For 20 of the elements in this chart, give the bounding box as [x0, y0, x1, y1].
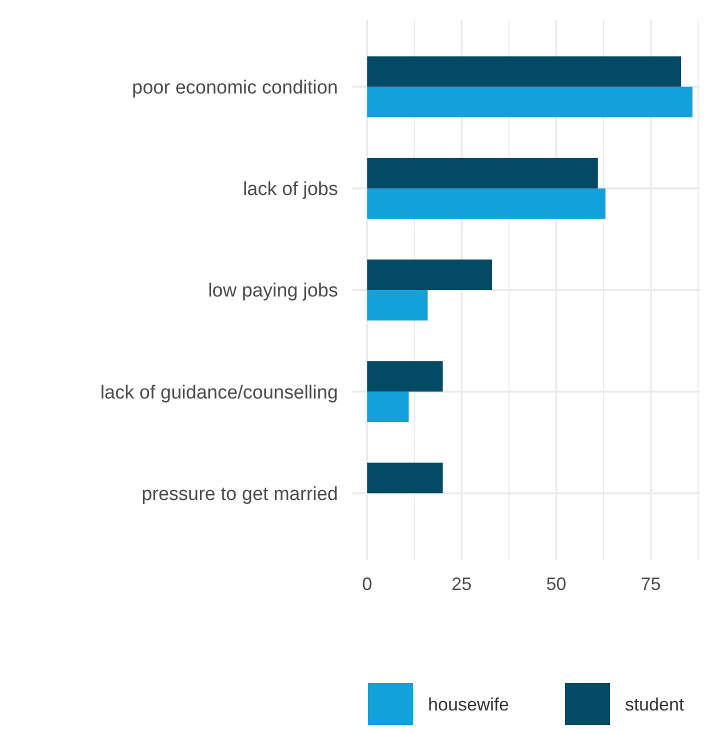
bar — [367, 56, 682, 87]
x-tick-label: 50 — [546, 574, 566, 594]
bar — [367, 188, 606, 219]
y-tick-label: lack of jobs — [242, 179, 338, 200]
legend-label: student — [625, 694, 684, 714]
y-tick-label: low paying jobs — [208, 280, 338, 302]
bar — [367, 290, 428, 320]
bar — [367, 392, 409, 422]
x-tick-label: 0 — [362, 574, 372, 594]
bar — [367, 361, 443, 392]
bar — [367, 86, 692, 118]
y-tick-label: lack of guidance/counselling — [100, 382, 338, 404]
y-tick-label: poor economic condition — [132, 77, 338, 98]
x-tick-label: 25 — [452, 574, 472, 594]
bar — [367, 158, 598, 188]
bar — [367, 462, 443, 494]
x-tick-label: 75 — [640, 574, 661, 594]
y-tick-label: pressure to get married — [142, 484, 338, 505]
legend-label: housewife — [428, 694, 510, 714]
bar — [367, 260, 492, 290]
